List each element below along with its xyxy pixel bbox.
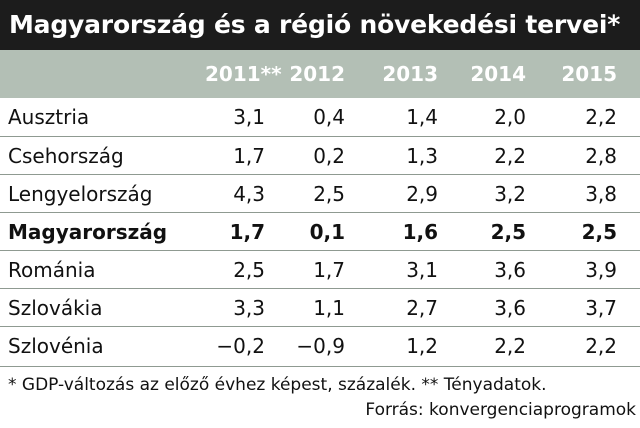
- country-name: Magyarország: [8, 220, 168, 244]
- value-cell: 1,3: [406, 144, 438, 168]
- value-cell: −0,2: [216, 334, 265, 358]
- column-header-2013: 2013: [382, 62, 438, 86]
- country-name: Lengyelország: [8, 182, 153, 206]
- value-cell: 3,2: [494, 182, 526, 206]
- value-cell: 2,5: [581, 220, 617, 244]
- value-cell: 2,2: [585, 334, 617, 358]
- value-cell: 2,2: [494, 334, 526, 358]
- value-cell: 3,9: [585, 258, 617, 282]
- table-row: Szlovénia −0,2 −0,9 1,2 2,2 2,2: [0, 327, 640, 365]
- value-cell: 0,1: [309, 220, 345, 244]
- value-cell: 3,7: [585, 296, 617, 320]
- value-cell: 3,3: [233, 296, 265, 320]
- country-name: Csehország: [8, 144, 124, 168]
- value-cell: 1,2: [406, 334, 438, 358]
- country-name: Románia: [8, 258, 96, 282]
- row-divider: [0, 174, 640, 175]
- value-cell: 1,7: [313, 258, 345, 282]
- value-cell: 2,0: [494, 105, 526, 129]
- table-row-highlighted: Magyarország 1,7 0,1 1,6 2,5 2,5: [0, 213, 640, 251]
- value-cell: 2,5: [233, 258, 265, 282]
- value-cell: 2,5: [313, 182, 345, 206]
- table-bottom-divider: [0, 366, 640, 367]
- table-row: Lengyelország 4,3 2,5 2,9 3,2 3,8: [0, 175, 640, 213]
- column-header-2012: 2012: [289, 62, 345, 86]
- table-row: Románia 2,5 1,7 3,1 3,6 3,9: [0, 251, 640, 289]
- table-header-row: 2011** 2012 2013 2014 2015: [0, 50, 640, 98]
- value-cell: 2,5: [490, 220, 526, 244]
- value-cell: 1,7: [233, 144, 265, 168]
- country-name: Ausztria: [8, 105, 90, 129]
- row-divider: [0, 250, 640, 251]
- value-cell: 3,1: [233, 105, 265, 129]
- country-name: Szlovénia: [8, 334, 104, 358]
- column-header-2015: 2015: [561, 62, 617, 86]
- row-divider: [0, 326, 640, 327]
- source-note: Forrás: konvergenciaprogramok: [365, 400, 636, 420]
- row-divider: [0, 288, 640, 289]
- value-cell: 1,7: [229, 220, 265, 244]
- value-cell: 2,2: [494, 144, 526, 168]
- table-title: Magyarország és a régió növekedési terve…: [0, 0, 640, 50]
- value-cell: 3,8: [585, 182, 617, 206]
- table-row: Csehország 1,7 0,2 1,3 2,2 2,8: [0, 137, 640, 175]
- value-cell: 4,3: [233, 182, 265, 206]
- row-divider: [0, 136, 640, 137]
- value-cell: 3,6: [494, 296, 526, 320]
- row-divider: [0, 212, 640, 213]
- value-cell: 1,4: [406, 105, 438, 129]
- column-header-2014: 2014: [470, 62, 526, 86]
- value-cell: 2,9: [406, 182, 438, 206]
- value-cell: 2,7: [406, 296, 438, 320]
- value-cell: 2,8: [585, 144, 617, 168]
- table-row: Szlovákia 3,3 1,1 2,7 3,6 3,7: [0, 289, 640, 327]
- value-cell: 3,6: [494, 258, 526, 282]
- table-row: Ausztria 3,1 0,4 1,4 2,0 2,2: [0, 98, 640, 136]
- value-cell: 3,1: [406, 258, 438, 282]
- value-cell: 2,2: [585, 105, 617, 129]
- value-cell: 1,6: [402, 220, 438, 244]
- value-cell: 0,2: [313, 144, 345, 168]
- column-header-2011: 2011**: [205, 62, 282, 86]
- value-cell: 1,1: [313, 296, 345, 320]
- value-cell: 0,4: [313, 105, 345, 129]
- value-cell: −0,9: [296, 334, 345, 358]
- country-name: Szlovákia: [8, 296, 103, 320]
- footnote: * GDP-változás az előző évhez képest, sz…: [8, 375, 547, 395]
